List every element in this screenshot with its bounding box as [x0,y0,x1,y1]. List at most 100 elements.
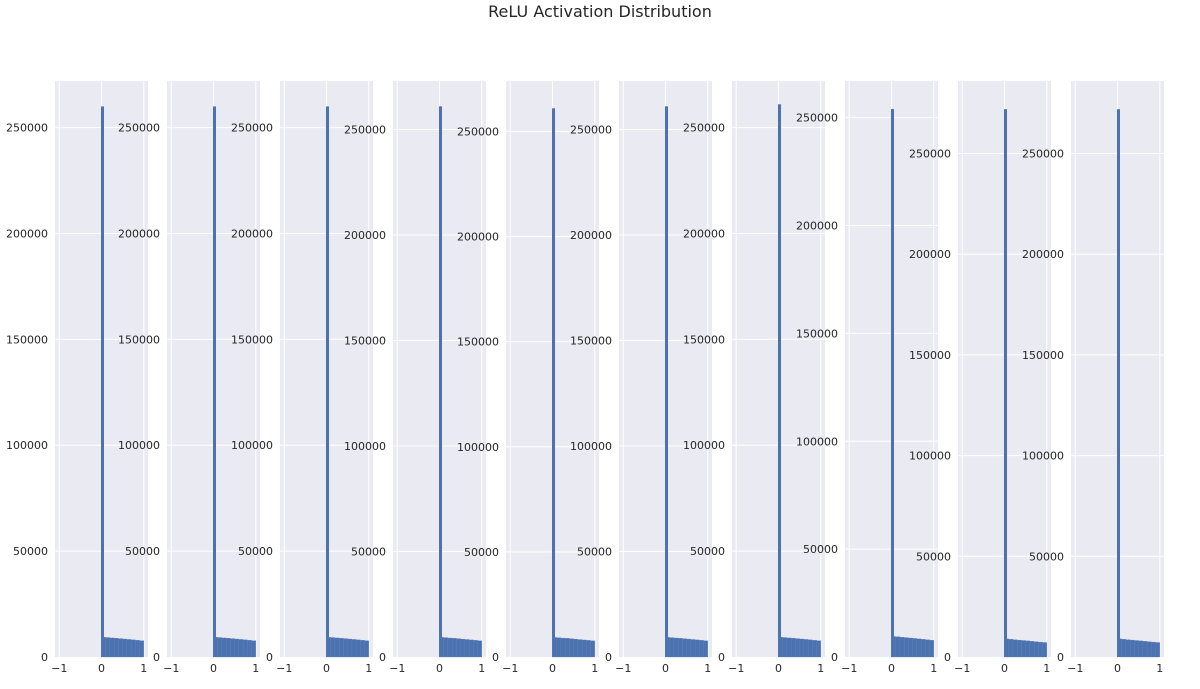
y-tick-label: 150000 [909,349,951,362]
y-tick-label: 200000 [1022,248,1064,261]
histogram-bar [351,639,357,658]
histogram-bar [251,640,256,658]
y-tick-label: 50000 [464,546,499,559]
histogram-bar [114,638,119,658]
histogram-bar [217,637,223,658]
y-tick-label: 0 [379,651,386,664]
histogram-bar [234,638,240,658]
y-tick-label: 50000 [690,545,725,558]
y-tick-label: 50000 [916,550,951,563]
y-tick-label: 50000 [238,545,273,558]
histogram-bar [1130,639,1135,658]
histogram-bar [1033,641,1039,658]
y-tick-label: 50000 [13,545,48,558]
y-tick-label: 0 [605,651,612,664]
histogram-bar [1012,639,1018,658]
histogram-bar [135,640,140,658]
y-tick-label: 200000 [457,231,499,244]
histogram-bar [895,636,901,658]
histogram-bar [694,639,700,658]
histogram-bar [791,638,796,658]
x-tick-label: 1 [140,662,147,675]
histogram-bar [812,640,817,658]
y-tick-label: 150000 [231,333,273,346]
y-tick-label: 150000 [796,327,838,340]
y-tick-label: 250000 [1022,148,1064,161]
y-tick-label: 0 [944,651,951,664]
histogram-bar [130,639,136,658]
histogram-bar [569,638,574,658]
histogram-bar [360,640,365,658]
y-tick-label: 0 [41,651,48,664]
histogram-bar [795,638,800,658]
y-tick-label: 150000 [6,333,48,346]
histogram-bar [899,637,905,658]
histogram-bar [1025,640,1031,658]
histogram-bar [1151,641,1156,658]
histogram-bar [343,638,348,658]
y-tick-label: 200000 [231,227,273,240]
histogram-bar [477,640,482,658]
y-tick-label: 200000 [570,229,612,242]
histogram-bar [908,637,913,658]
histogram-bar [678,638,683,658]
y-tick-label: 200000 [909,248,951,261]
histogram-bar-zero [1117,109,1120,657]
y-tick-label: 100000 [1022,450,1064,463]
histogram-bar [456,638,461,658]
histogram-bar [1134,640,1139,658]
histogram-bar [126,639,132,658]
y-tick-label: 200000 [6,227,48,240]
x-tick-label: 0 [1001,662,1008,675]
histogram-bar [1125,639,1131,658]
histogram-bar [573,638,579,658]
histogram-bar-zero [665,106,668,658]
histogram-bar [703,640,708,658]
y-tick-label: 50000 [577,546,612,559]
y-tick-label: 250000 [683,122,725,135]
histogram-bar [1121,639,1127,658]
histogram-bar [464,639,470,658]
histogram-bar [226,638,231,658]
histogram-bar-zero [891,109,894,658]
histogram-bar [364,640,369,658]
y-tick-label: 150000 [457,336,499,349]
histogram-bar-zero [778,104,781,657]
histogram-bar [1021,640,1026,658]
histogram-bar [912,638,918,658]
histogram-bar [581,639,587,658]
y-tick-label: 250000 [231,122,273,135]
histogram-bar-zero [213,106,216,658]
histogram-bar [242,639,248,658]
histogram-bar [339,638,344,658]
x-tick-label: −1 [276,662,292,675]
y-tick-label: 150000 [344,335,386,348]
histogram-bar [916,638,922,658]
histogram-bar [109,637,115,658]
y-tick-label: 150000 [570,335,612,348]
x-tick-label: −1 [841,662,857,675]
x-tick-label: −1 [954,662,970,675]
x-tick-label: 1 [252,662,259,675]
histogram-bar [690,639,696,658]
x-tick-label: −1 [728,662,744,675]
histogram-bar [1155,642,1160,658]
histogram-bar [1029,641,1035,658]
histogram-bar [347,638,353,658]
histogram-bar [782,637,788,658]
histogram-bar [552,637,557,658]
x-tick-label: 1 [930,662,937,675]
histogram-bar-zero [326,106,329,658]
x-tick-label: 1 [817,662,824,675]
histogram-bar [891,636,896,658]
histogram-bar [473,640,478,658]
x-tick-label: −1 [389,662,405,675]
y-tick-label: 100000 [118,439,160,452]
